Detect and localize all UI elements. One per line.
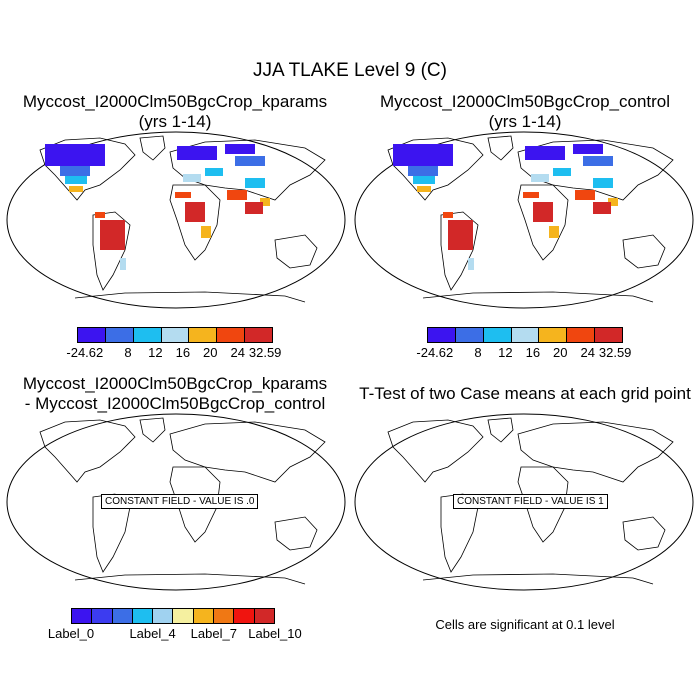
colorbar-tick-label: 24 xyxy=(580,345,595,360)
figure-title: JJA TLAKE Level 9 (C) xyxy=(253,60,447,81)
colorbar-tick-label: 8 xyxy=(124,345,132,360)
colorbar-tick-label: 20 xyxy=(203,345,218,360)
colorbar-tick-label: 32.59 xyxy=(598,345,632,360)
colorbar-bottom-left xyxy=(71,608,275,624)
colorbar-swatch xyxy=(428,328,456,342)
colorbar-swatch xyxy=(72,609,93,623)
colorbar-swatch xyxy=(254,609,274,623)
colorbar-top-left xyxy=(77,327,273,343)
colorbar-swatch xyxy=(511,328,540,342)
colorbar-swatch xyxy=(234,609,255,623)
colorbar-tick-label: -24.62 xyxy=(416,345,454,360)
panel-title-top-right: Myccost_I2000Clm50BgcCrop_control (yrs 1-… xyxy=(379,92,671,131)
colorbar-swatch xyxy=(217,328,246,342)
colorbar-swatch xyxy=(483,328,512,342)
colorbar-tick-label: 16 xyxy=(525,345,541,360)
colorbar-swatch xyxy=(245,328,273,342)
colorbar-tick-label: 32.59 xyxy=(248,345,282,360)
colorbar-tick-label: 24 xyxy=(230,345,245,360)
colorbar-top-left-labels: -24.62 8 12 16 20 24 32.59 xyxy=(66,345,281,361)
colorbar-swatch xyxy=(193,609,215,623)
colorbar-swatch xyxy=(153,609,174,623)
colorbar-swatch xyxy=(92,609,113,623)
colorbar-tick-label: Label_4 xyxy=(129,626,176,641)
colorbar-top-right xyxy=(427,327,623,343)
colorbar-tick-label: 16 xyxy=(175,345,191,360)
colorbar-swatch xyxy=(105,328,134,342)
colorbar-swatch xyxy=(133,328,162,342)
colorbar-tick-label: 12 xyxy=(148,345,163,360)
colorbar-swatch xyxy=(132,609,154,623)
colorbar-swatch xyxy=(455,328,484,342)
colorbar-swatch xyxy=(112,609,133,623)
lake-temperature-cells xyxy=(45,144,270,270)
colorbar-swatch xyxy=(78,328,106,342)
colorbar-tick-label: Label_7 xyxy=(190,626,237,641)
colorbar-tick-label: Label_10 xyxy=(248,626,302,641)
map-top-left xyxy=(6,131,346,309)
constant-field-label-bottom-left: CONSTANT FIELD - VALUE IS .0 xyxy=(101,494,259,509)
colorbar-tick-label: 12 xyxy=(498,345,513,360)
constant-field-label-bottom-right: CONSTANT FIELD - VALUE IS 1 xyxy=(453,494,608,509)
panel-title-bottom-right: T-Test of two Case means at each grid po… xyxy=(359,384,691,403)
significance-note: Cells are significant at 0.1 level xyxy=(435,617,615,632)
lake-temperature-cells xyxy=(393,144,618,270)
colorbar-tick-label: 8 xyxy=(474,345,482,360)
colorbar-swatch xyxy=(161,328,190,342)
colorbar-swatch xyxy=(214,609,235,623)
colorbar-swatch xyxy=(173,609,194,623)
colorbar-tick-label: 20 xyxy=(553,345,568,360)
colorbar-swatch xyxy=(595,328,623,342)
panel-title-bottom-left: Myccost_I2000Clm50BgcCrop_kparams - Mycco… xyxy=(22,374,328,413)
colorbar-swatch xyxy=(539,328,568,342)
map-top-right xyxy=(354,131,694,309)
colorbar-bottom-left-labels: Label_0 Label_4 Label_7 Label_10 xyxy=(48,626,302,642)
panel-title-top-left: Myccost_I2000Clm50BgcCrop_kparams (yrs 1-… xyxy=(22,92,328,131)
colorbar-tick-label: Label_0 xyxy=(47,626,95,641)
colorbar-swatch xyxy=(189,328,218,342)
colorbar-swatch xyxy=(567,328,596,342)
colorbar-tick-label: -24.62 xyxy=(66,345,104,360)
colorbar-top-right-labels: -24.62 8 12 16 20 24 32.59 xyxy=(416,345,631,361)
